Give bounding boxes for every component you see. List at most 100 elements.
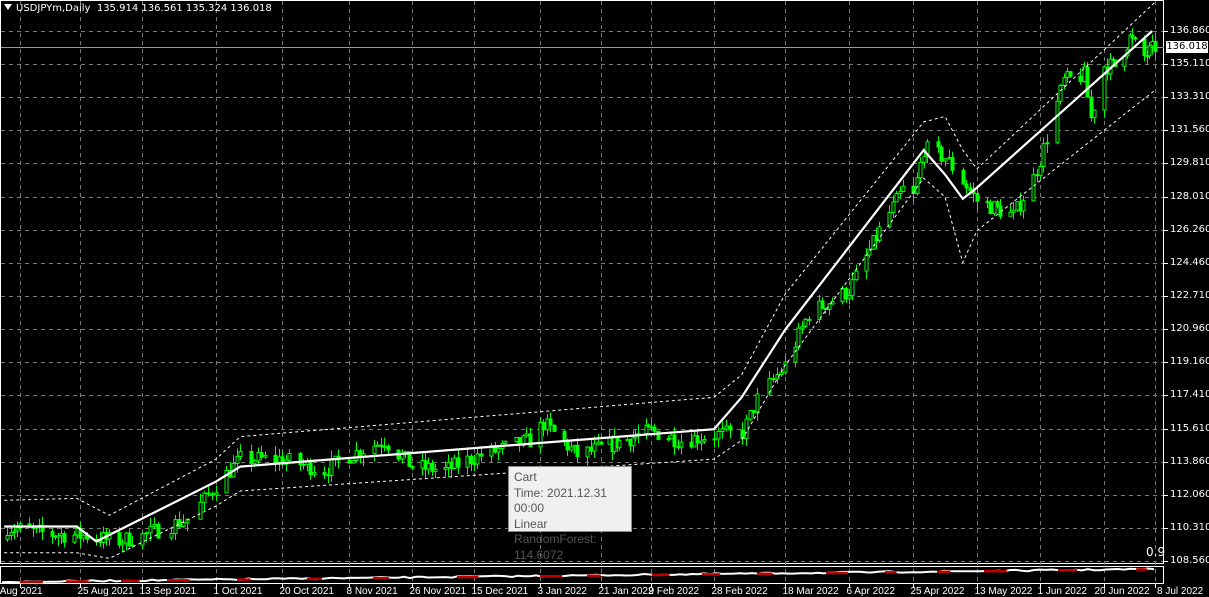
candle-body	[961, 169, 966, 185]
y-tick-label: 136.860	[1170, 24, 1209, 36]
indicator-down-segment	[1136, 568, 1147, 571]
candle-body	[40, 524, 45, 533]
candle-body	[575, 444, 580, 458]
candle-body	[631, 437, 636, 447]
candle-body	[724, 425, 729, 430]
candle-body	[1102, 66, 1107, 111]
x-tick-label: 9 Feb 2022	[648, 586, 700, 597]
candle-body	[287, 452, 292, 461]
candle-body	[181, 522, 186, 528]
candle-body	[592, 443, 597, 452]
candle-body	[148, 525, 153, 534]
candle-body	[672, 434, 677, 448]
indicator-down-segment	[121, 579, 140, 583]
candle-body	[329, 458, 334, 476]
y-tick-label: 115.610	[1170, 422, 1209, 434]
candle-body	[273, 454, 278, 463]
candle-body	[528, 433, 533, 448]
indicator-line	[1, 567, 1155, 584]
candle-body	[62, 533, 67, 543]
y-tick-label: 112.060	[1170, 488, 1209, 500]
candle-body	[939, 146, 944, 162]
candle-body	[915, 177, 920, 194]
candle-body	[202, 492, 207, 503]
candle-body	[127, 532, 132, 547]
chart-header: USDJPYm,Daily 135.914 136.561 135.324 13…	[4, 3, 272, 14]
candle-body	[308, 460, 313, 476]
candle-body	[503, 440, 508, 444]
candle-body	[198, 501, 203, 520]
candle-body	[964, 183, 969, 189]
candle-body	[475, 453, 480, 465]
candle-body	[569, 446, 574, 451]
candle-body	[779, 371, 784, 375]
candle-body	[259, 452, 264, 458]
candle-body	[901, 185, 906, 192]
dropdown-triangle-icon[interactable]	[4, 4, 12, 10]
candle-body	[943, 158, 948, 162]
candle-body	[975, 193, 980, 202]
y-tick-label: 113.860	[1170, 455, 1209, 467]
candle-body	[1142, 38, 1147, 57]
indicator-down-segment	[826, 571, 848, 575]
candle-body	[936, 141, 941, 148]
candle-body	[712, 438, 717, 441]
x-tick-label: 25 Apr 2022	[910, 586, 965, 597]
x-tick-label: 20 Jun 2022	[1094, 586, 1150, 597]
candle-body	[465, 455, 470, 468]
tooltip-value: 114.6072	[514, 547, 564, 562]
candle-body	[169, 533, 174, 539]
indicator-down-segment	[540, 574, 563, 578]
candle-body	[210, 493, 215, 496]
candle-body	[479, 453, 484, 457]
candle-body	[1021, 200, 1026, 212]
candle-body	[894, 193, 899, 203]
candle-body	[847, 295, 852, 300]
candle-body	[716, 431, 721, 440]
indicator-down-segment	[457, 575, 479, 579]
candle-body	[679, 441, 684, 448]
candle-body	[1008, 211, 1013, 217]
candle-body	[443, 467, 448, 470]
candle-body	[850, 279, 855, 297]
y-tick-label: 120.960	[1170, 322, 1209, 334]
x-tick-label: 6 Apr 2022	[846, 586, 895, 597]
candle-body	[552, 424, 557, 432]
tooltip-title: Cart	[514, 470, 537, 484]
candle-body	[800, 325, 805, 329]
candle-body	[699, 440, 704, 444]
candle-body	[347, 459, 352, 464]
candle-body	[12, 530, 17, 533]
candle-body	[968, 187, 973, 192]
y-tick-label: 128.010	[1170, 190, 1209, 202]
x-tick-label: 1 Jun 2022	[1037, 586, 1088, 597]
candle-body	[386, 445, 391, 451]
indicator-down-segment	[937, 570, 951, 573]
y-tick-label: 133.310	[1170, 90, 1209, 102]
candle-body	[652, 426, 657, 432]
candle-body	[767, 378, 772, 395]
candle-body	[823, 307, 828, 310]
candle-body	[1133, 37, 1138, 40]
y-tick-label: 108.560	[1170, 554, 1209, 566]
candle-body	[144, 532, 149, 535]
candle-body	[656, 430, 661, 440]
candle-body	[456, 457, 461, 468]
candle-body	[599, 441, 604, 445]
x-tick-label: 26 Nov 2021	[409, 586, 467, 597]
indicator-down-segment	[373, 576, 389, 580]
candle-body	[755, 393, 760, 414]
indicator-down-segment	[1058, 569, 1078, 572]
candle-body	[1055, 100, 1060, 144]
indicator-down-segment	[885, 571, 897, 574]
candle-body	[891, 201, 896, 213]
candle-body	[992, 201, 997, 215]
candle-body	[617, 440, 622, 449]
x-tick-label: 13 May 2022	[974, 586, 1033, 597]
candle-body	[854, 270, 859, 281]
main-pane-frame	[0, 0, 1164, 564]
x-tick-label: 8 Jul 2022	[1157, 586, 1204, 597]
candle-body	[995, 201, 1000, 207]
x-tick-label: 20 Oct 2021	[279, 586, 334, 597]
